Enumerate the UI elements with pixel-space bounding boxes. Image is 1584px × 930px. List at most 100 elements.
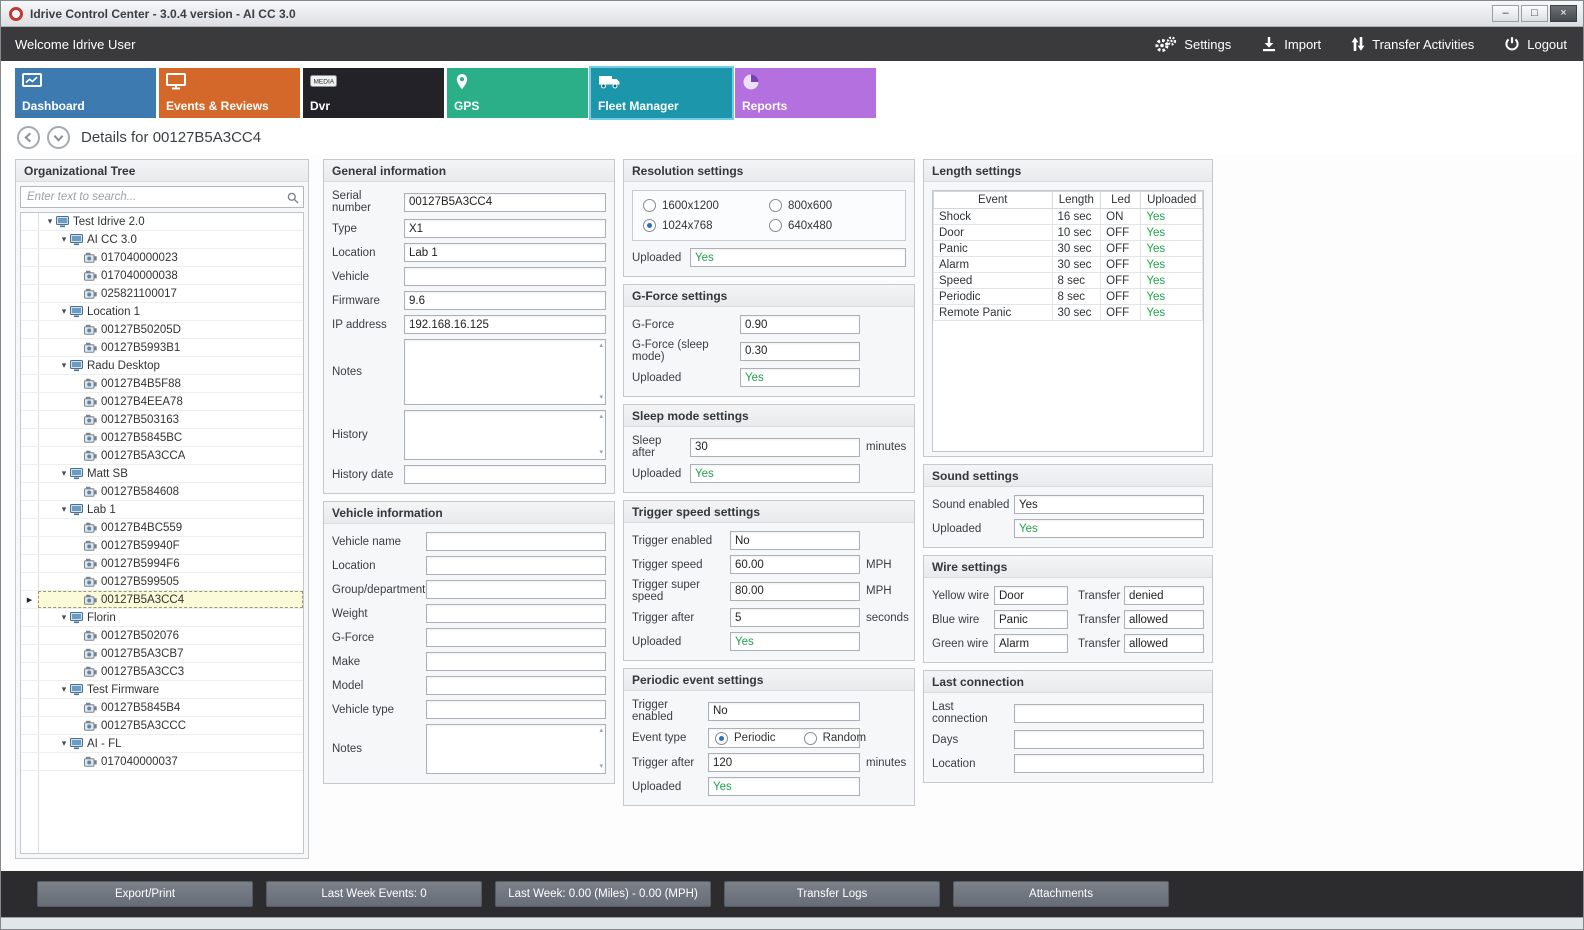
tree-expander-icon[interactable]: ▾ [61,612,67,622]
tab-fleet-manager[interactable]: Fleet Manager [589,66,734,120]
expand-down-button[interactable] [47,125,70,149]
uploaded-input[interactable] [730,632,860,651]
tree-expander-icon[interactable]: ▾ [61,738,67,748]
blue-wire-transfer-input[interactable] [1124,610,1204,629]
radio-1600x1200[interactable]: 1600x1200 [643,199,769,212]
uploaded-input[interactable] [740,368,860,387]
notes-textarea[interactable] [426,724,606,774]
tree-device-00127b584608[interactable]: 00127B584608 [21,483,303,501]
radio-640x480[interactable]: 640x480 [769,219,895,232]
length-row-alarm[interactable]: Alarm 30 sec OFF Yes [933,256,1203,273]
tree-device-00127b502076[interactable]: 00127B502076 [21,627,303,645]
tree-device-017040000038[interactable]: 017040000038 [21,267,303,285]
uploaded-input[interactable] [708,777,860,796]
tree-device-00127b599505[interactable]: 00127B599505 [21,573,303,591]
notes-textarea[interactable] [404,339,606,405]
green-wire-transfer-input[interactable] [1124,634,1204,653]
tree-device-00127b5994f6[interactable]: 00127B5994F6 [21,555,303,573]
tree-group-radu-desktop[interactable]: ▾ Radu Desktop [21,357,303,375]
g-force-input[interactable] [740,315,860,334]
radio-random[interactable]: Random [803,731,866,745]
location-input[interactable] [1014,754,1204,773]
length-col-length[interactable]: Length [1051,191,1102,209]
g-force-sleep-mode-input[interactable] [740,341,860,361]
scroll-up-icon[interactable]: ▴ [599,342,603,349]
tree-expander-icon[interactable]: ▾ [61,360,67,370]
g-force-input[interactable] [426,628,606,647]
type-input[interactable] [404,219,606,238]
transfer-logs-button[interactable]: Transfer Logs [724,881,940,907]
tab-gps[interactable]: GPS [447,68,588,118]
days-input[interactable] [1014,730,1204,749]
scroll-up-icon[interactable]: ▴ [599,727,603,734]
uploaded-input[interactable] [690,464,860,483]
tree-device-00127b5a3cca[interactable]: 00127B5A3CCA [21,447,303,465]
search-icon[interactable] [287,191,299,209]
tree-device-025821100017[interactable]: 025821100017 [21,285,303,303]
tree-device-017040000023[interactable]: 017040000023 [21,249,303,267]
settings-button[interactable]: Settings [1153,35,1231,53]
last-week-miles-button[interactable]: Last Week: 0.00 (Miles) - 0.00 (MPH) [495,881,711,907]
location-input[interactable] [426,556,606,575]
logout-button[interactable]: Logout [1504,36,1567,52]
firmware-input[interactable] [404,291,606,310]
scroll-down-icon[interactable]: ▾ [599,449,603,456]
attachments-button[interactable]: Attachments [953,881,1169,907]
tab-reports[interactable]: Reports [735,68,876,118]
serial-number-input[interactable] [404,192,606,212]
minimize-button[interactable]: – [1492,5,1519,22]
vehicle-type-input[interactable] [426,700,606,719]
length-row-shock[interactable]: Shock 16 sec ON Yes [933,208,1203,225]
tree-expander-icon[interactable]: ▾ [61,684,67,694]
scroll-down-icon[interactable]: ▾ [599,394,603,401]
yellow-wire-transfer-input[interactable] [1124,586,1204,605]
tree-group-location-1[interactable]: ▾ Location 1 [21,303,303,321]
tree-device-00127b4bc559[interactable]: 00127B4BC559 [21,519,303,537]
tree-group-test-idrive-2-0[interactable]: ▾ Test Idrive 2.0 [21,213,303,231]
tree-device-00127b5845bc[interactable]: 00127B5845BC [21,429,303,447]
last-week-events-button[interactable]: Last Week Events: 0 [266,881,482,907]
trigger-speed-input[interactable] [730,555,860,574]
tree-expander-icon[interactable]: ▾ [61,504,67,514]
sleep-after-input[interactable] [690,437,860,457]
tree-device-00127b5a3cc4[interactable]: ▶ 00127B5A3CC4 [21,591,303,609]
tree-expander-icon[interactable]: ▾ [47,216,53,226]
history-textarea[interactable] [404,410,606,460]
import-button[interactable]: Import [1261,36,1321,52]
radio-800x600[interactable]: 800x600 [769,199,895,212]
close-button[interactable]: × [1550,5,1577,22]
tree-device-00127b5993b1[interactable]: 00127B5993B1 [21,339,303,357]
tree-device-00127b5a3cb7[interactable]: 00127B5A3CB7 [21,645,303,663]
length-col-led[interactable]: Led [1100,191,1142,209]
tree-group-test-firmware[interactable]: ▾ Test Firmware [21,681,303,699]
last-connection-input[interactable] [1014,703,1204,723]
tree-group-ai-fl[interactable]: ▾ AI - FL [21,735,303,753]
group-department-input[interactable] [426,580,606,599]
scroll-down-icon[interactable]: ▾ [599,763,603,770]
tree-device-00127b4b5f88[interactable]: 00127B4B5F88 [21,375,303,393]
blue-wire-input[interactable] [994,610,1068,629]
length-col-uploaded[interactable]: Uploaded [1140,191,1203,209]
model-input[interactable] [426,676,606,695]
tree-expander-icon[interactable]: ▾ [61,234,67,244]
location-input[interactable] [404,243,606,262]
search-input[interactable] [20,186,304,208]
make-input[interactable] [426,652,606,671]
ip-address-input[interactable] [404,315,606,334]
length-row-periodic[interactable]: Periodic 8 sec OFF Yes [933,288,1203,305]
uploaded-input[interactable] [1014,519,1204,538]
trigger-enabled-input[interactable] [730,531,860,550]
vehicle-input[interactable] [404,267,606,286]
tree-device-00127b50205d[interactable]: 00127B50205D [21,321,303,339]
tree-expander-icon[interactable]: ▾ [61,468,67,478]
back-button[interactable] [17,125,40,149]
trigger-after-input[interactable] [730,608,860,627]
length-row-speed[interactable]: Speed 8 sec OFF Yes [933,272,1203,289]
maximize-button[interactable]: □ [1521,5,1548,22]
tree-device-00127b5a3cc3[interactable]: 00127B5A3CC3 [21,663,303,681]
sound-enabled-input[interactable] [1014,495,1204,514]
tab-events-reviews[interactable]: Events & Reviews [159,68,300,118]
weight-input[interactable] [426,604,606,623]
length-row-panic[interactable]: Panic 30 sec OFF Yes [933,240,1203,257]
tree-device-017040000037[interactable]: 017040000037 [21,753,303,771]
